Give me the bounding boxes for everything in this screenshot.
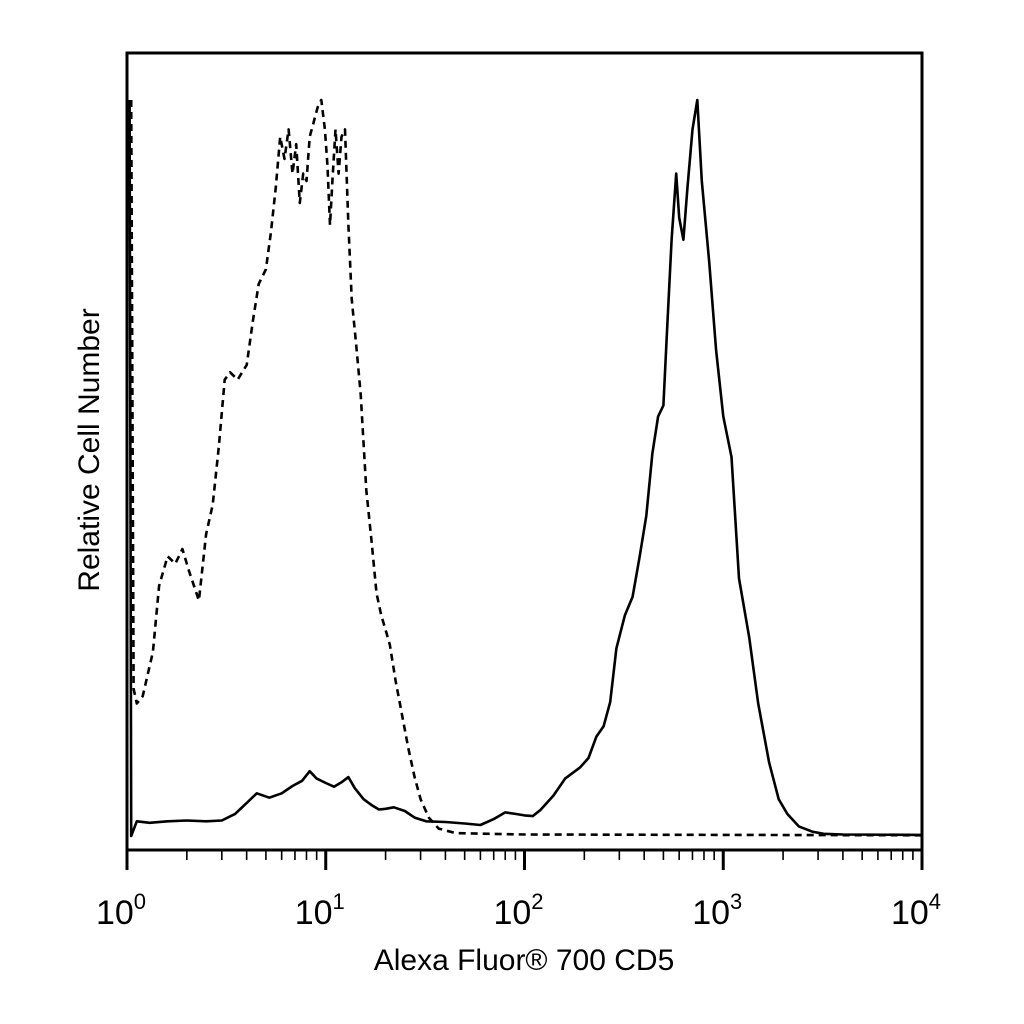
series-line-dashed	[129, 98, 923, 837]
x-tick-label: 101	[295, 889, 345, 932]
y-axis-title: Relative Cell Number	[73, 308, 106, 591]
series-layer	[128, 98, 923, 838]
x-tick-label: 100	[96, 889, 146, 932]
x-tick-label: 103	[692, 889, 742, 932]
x-axis-title: Alexa Fluor® 700 CD5	[374, 944, 675, 977]
series-line-solid	[128, 98, 923, 838]
plot-frame	[125, 51, 924, 852]
x-axis-tick-labels: 100 101 102 103 104	[96, 889, 941, 932]
x-tick-label: 102	[493, 889, 543, 932]
x-axis-ticks	[125, 850, 924, 870]
x-tick-label: 104	[891, 889, 941, 932]
